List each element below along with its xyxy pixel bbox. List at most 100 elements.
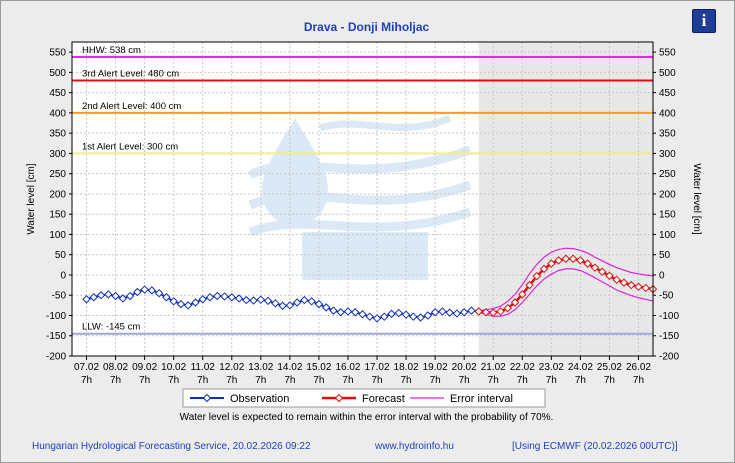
forecast-point (619, 278, 629, 287)
y-tick-label-right: -200 (659, 352, 679, 363)
forecast-point (612, 275, 621, 285)
y-tick-label-right: 0 (659, 270, 665, 281)
observation-point (278, 301, 287, 310)
x-tick-date: 18.02 (394, 362, 419, 373)
y-tick-label: 450 (49, 88, 66, 99)
y-tick-label-right: -150 (659, 331, 679, 342)
observation-point (307, 297, 316, 306)
observation-point (220, 292, 229, 301)
forecast-point (518, 290, 527, 299)
observation-point (452, 309, 462, 318)
legend-error-interval-label: Error interval (450, 393, 513, 405)
x-tick-date: 09.02 (132, 362, 157, 373)
y-tick-label: 250 (49, 169, 66, 180)
forecast-point (605, 271, 614, 280)
observation-point (300, 295, 309, 305)
x-tick-date: 11.02 (191, 362, 216, 373)
x-tick-time: 7h (575, 375, 586, 386)
x-tick-time: 7h (313, 375, 324, 386)
x-tick-date: 22.02 (510, 362, 535, 373)
ovf-watermark-logo (247, 114, 472, 280)
forecast-point (532, 271, 542, 281)
x-tick-time: 7h (110, 375, 121, 386)
x-tick-date: 23.02 (539, 362, 564, 373)
observation-point (169, 297, 178, 306)
level-label: 3rd Alert Level: 480 cm (82, 68, 179, 79)
plot-border (71, 41, 654, 357)
x-tick-time: 7h (226, 375, 237, 386)
forecast-point (576, 256, 585, 265)
observation-point (365, 312, 374, 321)
observation-point (358, 310, 367, 319)
forecast-point (590, 263, 600, 272)
forecast-point (503, 303, 512, 313)
legend-forecast-marker (334, 393, 344, 403)
x-tick-time: 7h (401, 375, 412, 386)
x-tick-date: 08.02 (103, 362, 128, 373)
observation-point (227, 293, 236, 302)
observation-point (118, 294, 128, 303)
x-tick-date: 07.02 (74, 362, 99, 373)
y-tick-label-right: 400 (659, 108, 676, 119)
observation-point (176, 299, 186, 309)
y-tick-label-right: -50 (659, 291, 674, 302)
x-tick-time: 7h (284, 375, 295, 386)
y-tick-label: 200 (49, 189, 66, 200)
forecast-point (554, 256, 563, 265)
x-tick-time: 7h (197, 375, 208, 386)
observation-point (213, 291, 222, 301)
y-tick-label: 350 (49, 129, 66, 140)
error-interval-lower (478, 268, 654, 317)
forecast-point (510, 298, 520, 307)
x-tick-time: 7h (342, 375, 353, 386)
observation-point (336, 308, 345, 317)
y-tick-label-right: 450 (659, 88, 676, 99)
y-tick-label-right: 250 (659, 169, 676, 180)
forecast-point (474, 307, 483, 316)
forecast-point (489, 308, 498, 317)
x-tick-date: 17.02 (365, 362, 390, 373)
x-tick-time: 7h (604, 375, 615, 386)
x-tick-date: 13.02 (248, 362, 273, 373)
observation-point (401, 310, 411, 319)
level-label: LLW: -145 cm (82, 322, 140, 333)
info-icon[interactable]: i (692, 9, 716, 33)
observation-point (387, 309, 396, 319)
error-interval-upper (478, 247, 654, 312)
observation-point (205, 293, 215, 302)
y-tick-label-right: 500 (659, 68, 676, 79)
y-tick-label: 150 (49, 210, 66, 221)
forecast-point (561, 254, 571, 263)
observation-point (285, 301, 295, 310)
forecast-point (627, 280, 636, 290)
wave-icon (247, 145, 472, 180)
observation-point (394, 308, 404, 318)
wave-icon (248, 180, 472, 210)
observation-point (430, 308, 440, 317)
x-tick-date: 19.02 (423, 362, 448, 373)
y-tick-label: -50 (52, 291, 67, 302)
forecast-point (634, 282, 643, 291)
y-tick-label: 50 (55, 250, 67, 261)
x-tick-time: 7h (546, 375, 557, 386)
observation-point (292, 298, 302, 307)
x-tick-time: 7h (371, 375, 382, 386)
forecast-point (481, 308, 491, 317)
observation-point (256, 295, 266, 304)
y-tick-label-right: 150 (659, 210, 676, 221)
y-tick-label: -100 (46, 311, 66, 322)
x-tick-date: 20.02 (452, 362, 477, 373)
x-tick-date: 26.02 (626, 362, 651, 373)
observation-point (96, 291, 106, 300)
x-tick-date: 14.02 (277, 362, 302, 373)
y-tick-label: -200 (46, 352, 66, 363)
y-tick-label: -150 (46, 331, 66, 342)
forecast-point (496, 307, 505, 316)
y-tick-label-right: 50 (659, 250, 671, 261)
x-tick-time: 7h (255, 375, 266, 386)
observation-point (380, 312, 389, 321)
y-tick-label: 550 (49, 48, 66, 59)
footer-website-link[interactable]: www.hydroinfo.hu (375, 441, 454, 452)
observation-point (133, 287, 142, 297)
